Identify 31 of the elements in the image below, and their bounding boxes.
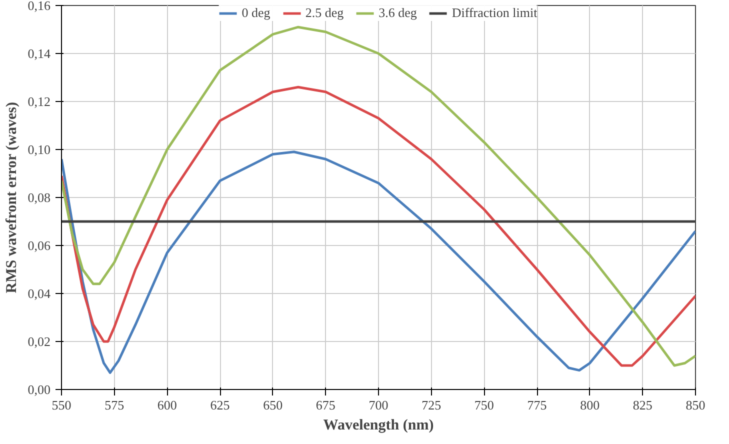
- x-tick-label: 750: [474, 398, 494, 412]
- legend-label: 3.6 deg: [378, 5, 417, 21]
- y-tick-label: 0,00: [28, 382, 50, 397]
- line-series: [62, 150, 696, 374]
- y-axis-title: RMS wavefront error (waves): [4, 102, 20, 294]
- y-tick-label: 0,08: [28, 190, 50, 205]
- x-tick-label: 850: [686, 398, 706, 412]
- x-tick-label: 575: [104, 398, 124, 412]
- x-tick-label: 550: [52, 398, 72, 412]
- x-tick-label: 700: [368, 398, 388, 412]
- legend-label: 0 deg: [242, 5, 270, 21]
- x-tick-label: 675: [316, 398, 336, 412]
- x-tick-label: 775: [527, 398, 547, 412]
- x-tick-label: 725: [422, 398, 442, 412]
- x-tick-label: 800: [580, 398, 600, 412]
- line-series: [62, 26, 696, 367]
- x-tick-label: 650: [263, 398, 283, 412]
- y-tick-label: 0,10: [28, 142, 50, 157]
- x-tick-label: 825: [632, 398, 652, 412]
- legend-label: 2.5 deg: [305, 5, 344, 21]
- x-tick-label: 625: [210, 398, 230, 412]
- y-tick-label: 0,16: [28, 0, 51, 13]
- legend-label: Diffraction limit: [452, 5, 538, 21]
- y-tick-label: 0,14: [28, 46, 51, 61]
- x-axis-title: Wavelength (nm): [323, 418, 434, 434]
- y-tick-label: 0,02: [28, 334, 50, 349]
- y-tick-label: 0,04: [28, 286, 51, 301]
- y-tick-label: 0,06: [28, 238, 51, 253]
- x-tick-label: 600: [157, 398, 177, 412]
- y-tick-label: 0,12: [28, 94, 50, 109]
- line-series: [62, 86, 696, 367]
